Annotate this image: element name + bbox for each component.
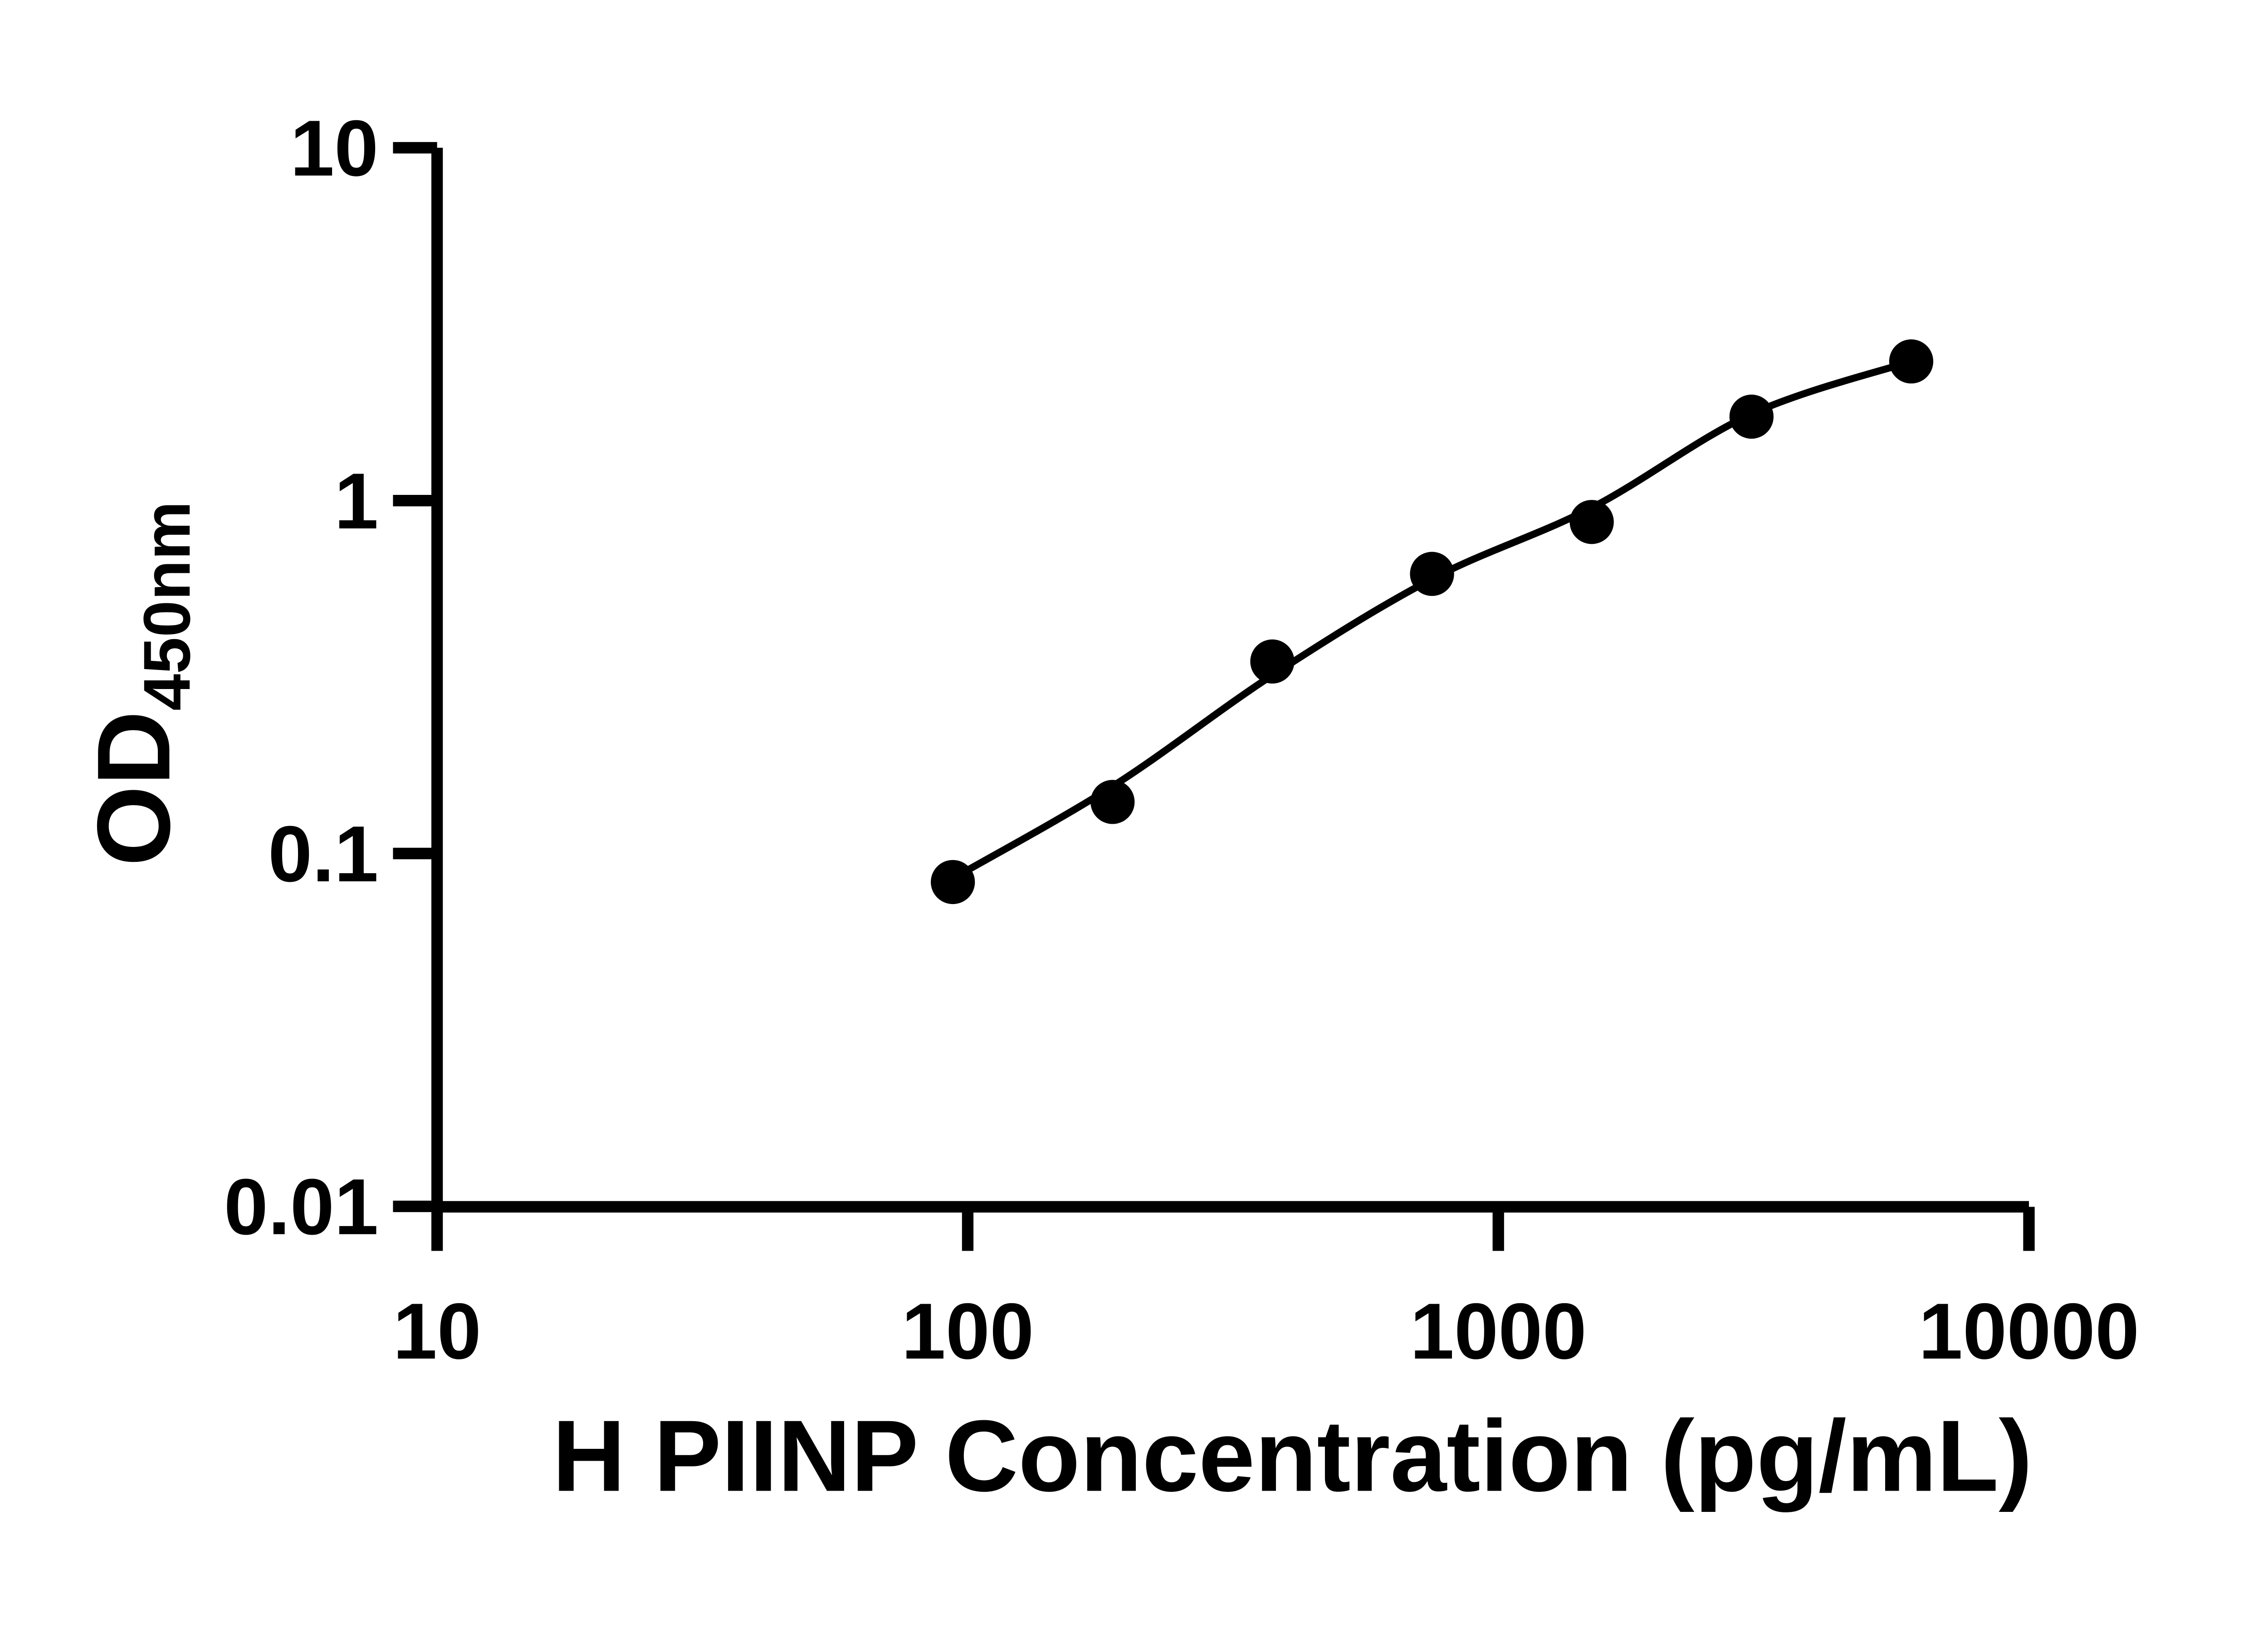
y-axis-title-main: OD bbox=[76, 711, 191, 866]
x-axis: 10 100 1000 10000 bbox=[393, 1201, 2139, 1376]
y-axis-title-subscript: 450nm bbox=[130, 501, 204, 711]
data-point bbox=[1250, 639, 1295, 684]
y-axis-tick-labels: 10 1 0.1 0.01 bbox=[224, 104, 379, 1252]
y-axis-title: OD450nm bbox=[76, 501, 204, 866]
chart-canvas: 10 1 0.1 0.01 10 100 1000 10000 H PIINP Concen… bbox=[76, 104, 2140, 1513]
y-axis-ticks bbox=[393, 142, 437, 1213]
data-point bbox=[1569, 500, 1614, 544]
y-axis: 10 1 0.1 0.01 bbox=[224, 104, 443, 1252]
x-axis-ticks bbox=[431, 1207, 2035, 1251]
x-tick-label: 100 bbox=[901, 1287, 1034, 1376]
x-tick-label: 10000 bbox=[1919, 1287, 2140, 1376]
x-axis-tick-labels: 10 100 1000 10000 bbox=[393, 1287, 2139, 1376]
data-point bbox=[1090, 780, 1135, 824]
data-points bbox=[931, 339, 1934, 905]
x-axis-title: H PIINP Concentration (pg/mL) bbox=[552, 1400, 2032, 1513]
y-tick-label: 10 bbox=[290, 104, 379, 193]
y-tick-label: 0.01 bbox=[224, 1163, 379, 1252]
y-tick-label: 0.1 bbox=[268, 810, 378, 899]
data-point bbox=[931, 860, 975, 905]
data-point bbox=[1729, 394, 1774, 439]
x-tick-label: 1000 bbox=[1410, 1287, 1587, 1376]
y-tick-label: 1 bbox=[334, 457, 378, 546]
data-point bbox=[1410, 552, 1454, 596]
chart-figure: 10 1 0.1 0.01 10 100 1000 10000 H PIINP Concen… bbox=[76, 104, 2140, 1513]
x-tick-label: 10 bbox=[393, 1287, 481, 1376]
data-point bbox=[1889, 339, 1934, 384]
